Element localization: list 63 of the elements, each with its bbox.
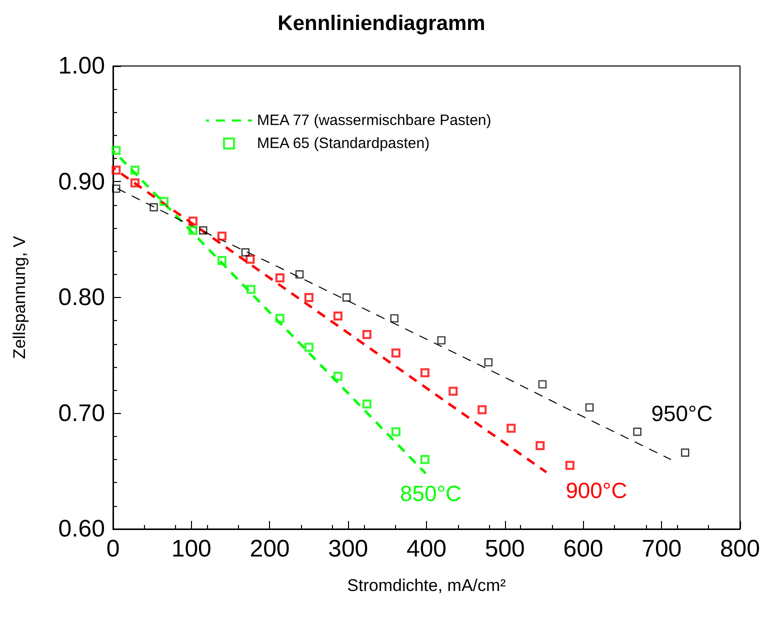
point xyxy=(565,460,574,470)
point xyxy=(112,184,120,193)
x-tick-label: 100 xyxy=(171,536,212,562)
x-tick-label: 700 xyxy=(642,536,682,562)
point xyxy=(188,216,198,226)
point xyxy=(333,312,342,321)
x-tick-label: 0 xyxy=(106,536,120,562)
point xyxy=(275,273,284,282)
point xyxy=(538,380,547,388)
point xyxy=(112,146,121,155)
point xyxy=(448,386,458,396)
point xyxy=(246,284,256,294)
point xyxy=(199,226,208,234)
x-tick-label: 800 xyxy=(720,536,760,562)
point xyxy=(150,203,158,212)
point xyxy=(130,166,140,175)
point xyxy=(112,166,121,175)
point xyxy=(536,441,545,450)
point xyxy=(633,428,642,436)
point xyxy=(333,372,342,381)
y-tick-label: 0.60 xyxy=(58,516,105,542)
point xyxy=(362,399,372,408)
x-axis-title: Stromdichte, mA/cm² xyxy=(347,576,506,595)
annotation: 900°C xyxy=(566,478,628,503)
point xyxy=(188,226,198,235)
point xyxy=(304,342,314,352)
point xyxy=(217,232,226,241)
point xyxy=(585,403,594,412)
point xyxy=(390,314,398,322)
point xyxy=(420,368,430,378)
point xyxy=(295,270,304,278)
point xyxy=(159,196,168,206)
point xyxy=(362,330,372,340)
y-tick-label: 1.00 xyxy=(58,52,105,80)
y-tick-label: 0.80 xyxy=(58,284,105,311)
x-tick-label: 200 xyxy=(250,536,290,562)
point xyxy=(681,448,690,457)
point xyxy=(130,178,140,188)
point xyxy=(484,358,493,366)
point xyxy=(391,427,400,436)
x-tick-label: 300 xyxy=(328,536,368,562)
x-tick-label: 600 xyxy=(563,536,604,562)
annotation: 850°C xyxy=(400,480,462,506)
y-tick-label: 0.90 xyxy=(58,168,105,196)
legend-label: MEA 65 (Standardpasten) xyxy=(257,135,430,152)
annotation: 950°C xyxy=(651,401,713,426)
point xyxy=(217,256,226,265)
point xyxy=(304,293,314,302)
point xyxy=(391,348,400,358)
point xyxy=(342,293,351,302)
y-axis-title: Zellspannung, V xyxy=(10,235,29,359)
point xyxy=(437,336,446,344)
point xyxy=(506,424,516,433)
point xyxy=(241,248,250,256)
point xyxy=(246,254,255,264)
y-tick-label: 0.70 xyxy=(58,400,105,427)
x-tick-label: 500 xyxy=(484,536,525,562)
point xyxy=(478,405,487,414)
point xyxy=(420,455,430,464)
x-tick-label: 400 xyxy=(406,536,447,562)
point xyxy=(275,314,284,323)
legend-label: MEA 77 (wassermischbare Pasten) xyxy=(257,112,492,129)
chart-title: Kennliniendiagramm xyxy=(278,12,486,35)
